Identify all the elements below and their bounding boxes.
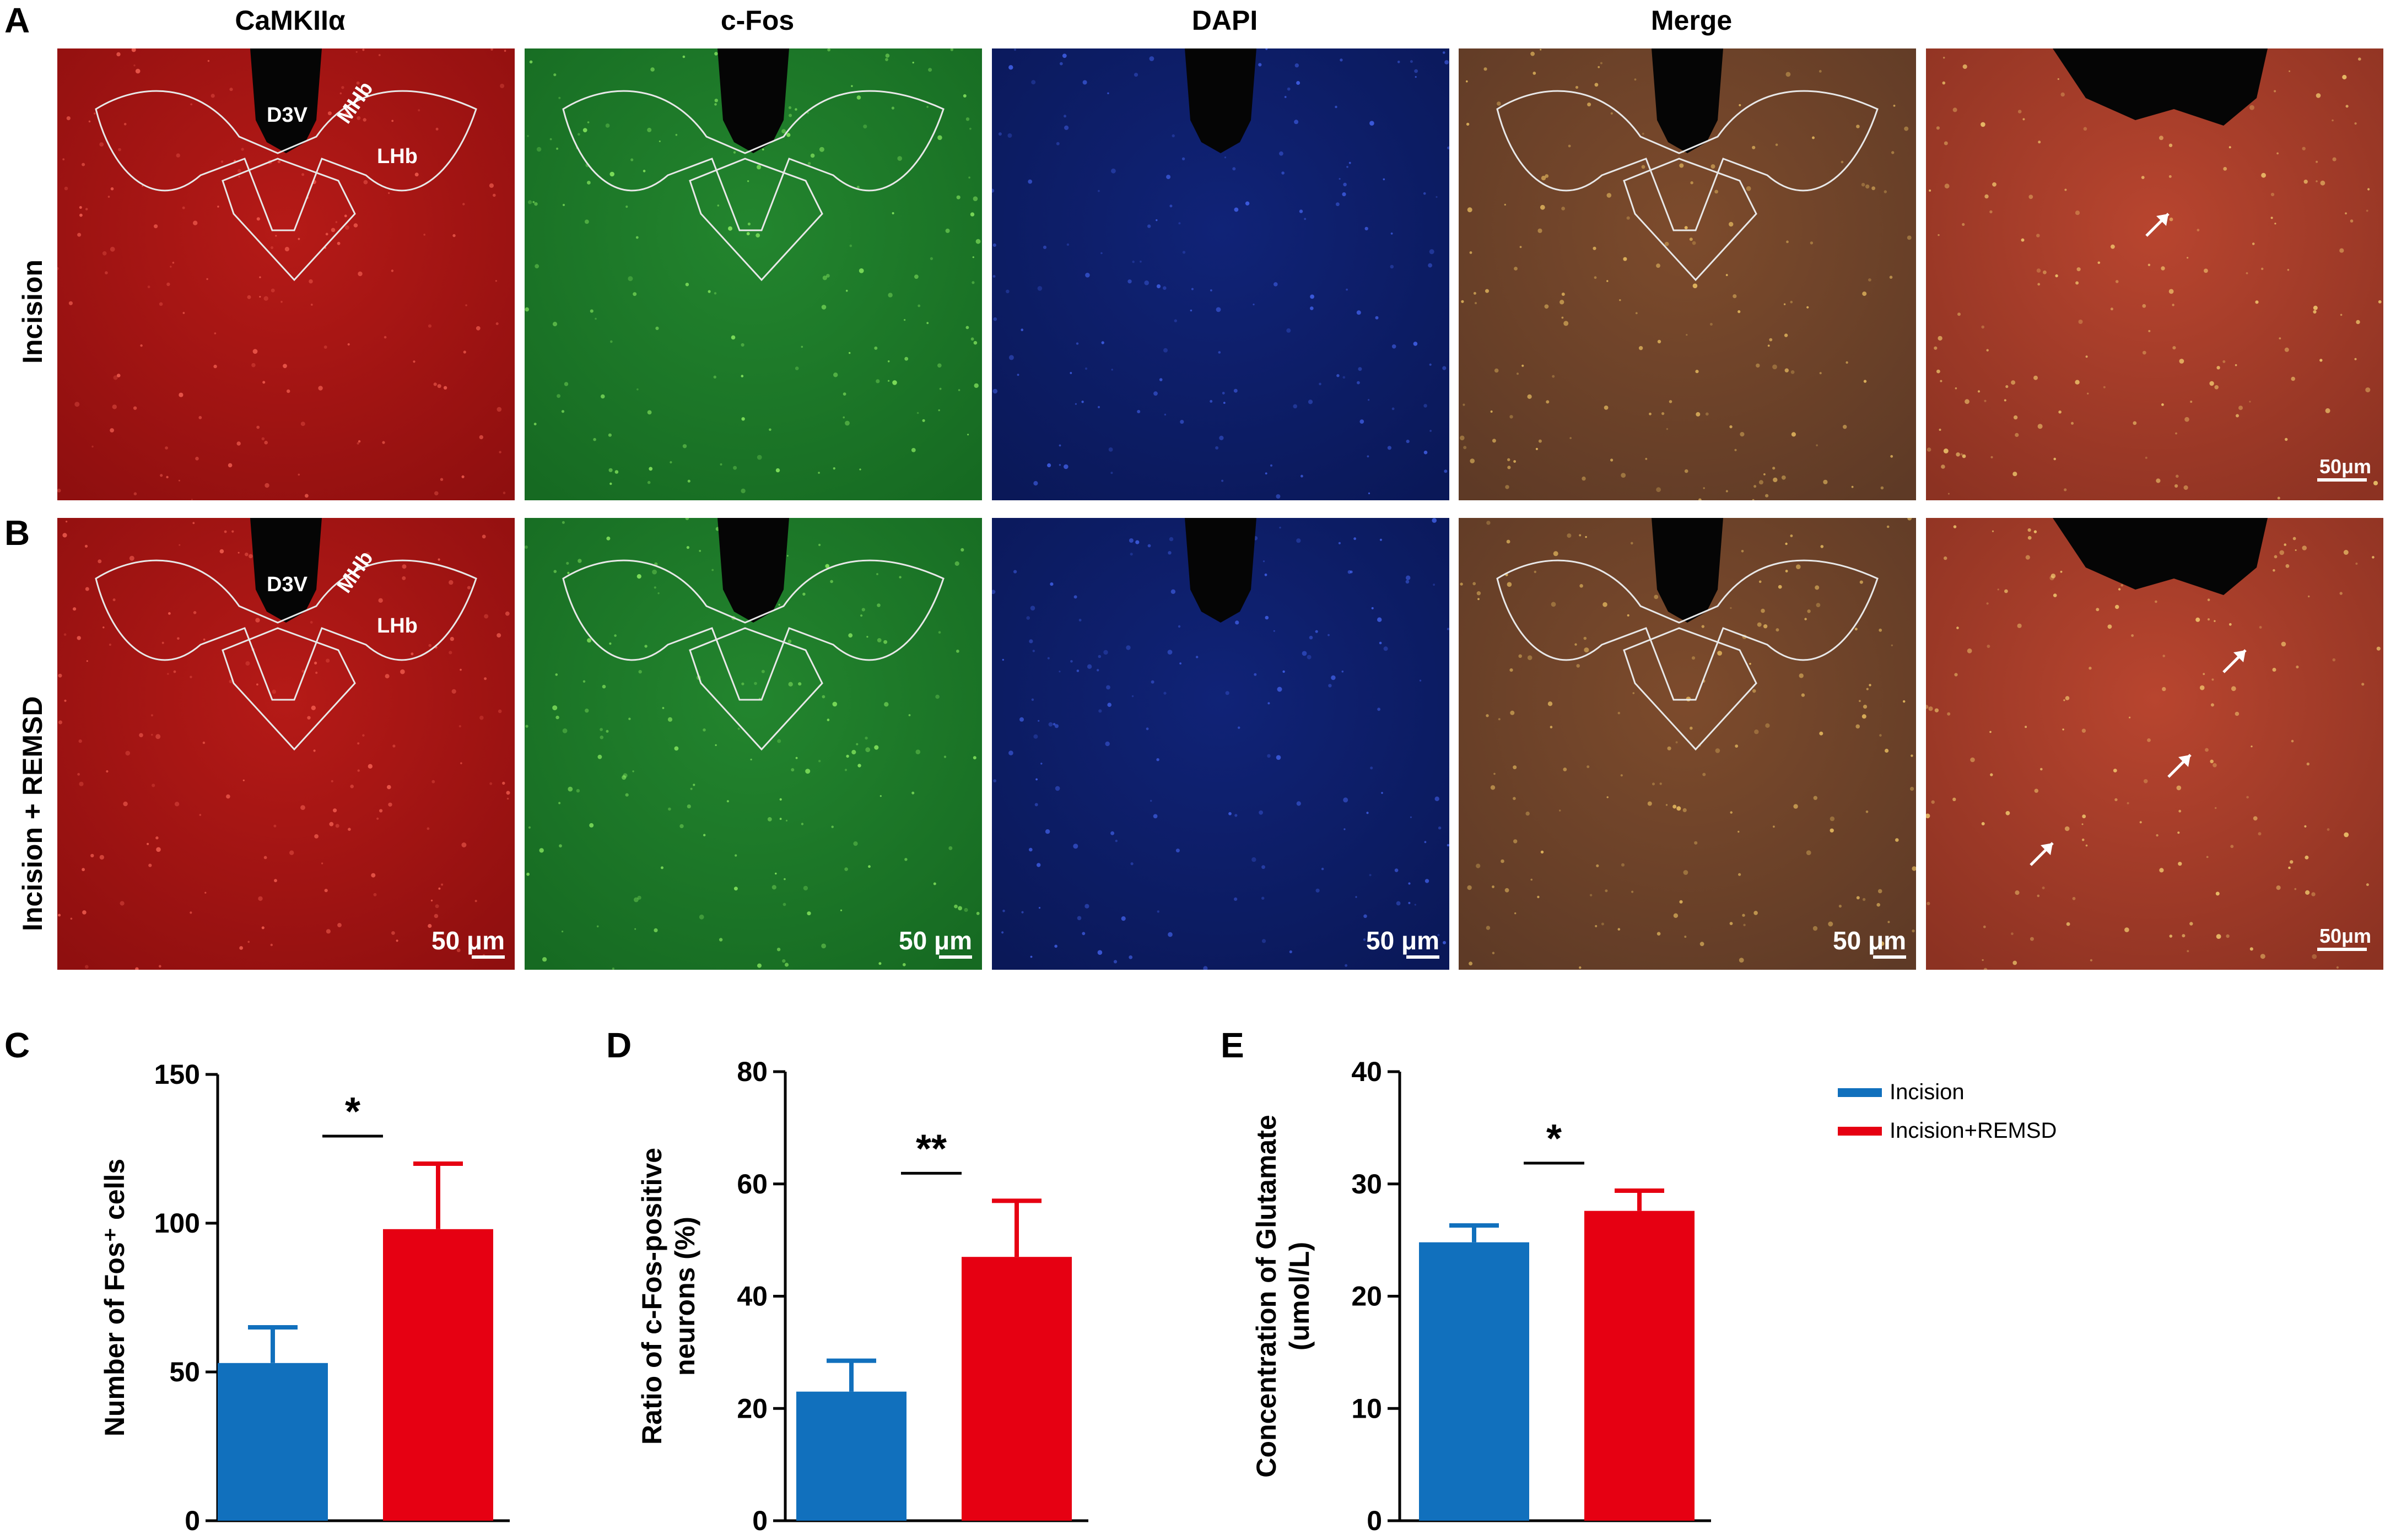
bar-chart-c: 0 50 100 150 * Number of Fos⁺ cells (0, 1036, 606, 1540)
y-axis-label-line: (umol/L) (1284, 1242, 1315, 1350)
bar-incision-remsd (962, 1257, 1072, 1521)
bar-incision (218, 1363, 328, 1521)
bar-incision (1419, 1242, 1529, 1521)
micrograph-dapi-row1 (992, 48, 1449, 500)
scale-bar: 50μm (2317, 925, 2373, 951)
arrow-marker (2167, 754, 2192, 778)
significance-label: ** (916, 1127, 947, 1171)
y-tick-label: 80 (737, 1056, 768, 1087)
col-header-merge: Merge (1650, 5, 1733, 36)
y-axis-label: Number of Fos⁺ cells (99, 1159, 130, 1436)
scale-bar-label: 50 μm (1833, 926, 1906, 955)
arrow-marker (2222, 649, 2247, 673)
micrograph-dapi-row2: 50 μm (992, 518, 1449, 970)
micrograph-zoom-row1: 50μm (1926, 48, 2383, 500)
legend-swatch-incision (1838, 1088, 1882, 1097)
bar-incision (796, 1391, 906, 1521)
legend-label-incision: Incision (1890, 1080, 1965, 1104)
panel-letter-e: E (1221, 1025, 1244, 1065)
micrograph-zoom-row2: 50μm (1926, 518, 2383, 970)
row-label-incision: Incision (17, 260, 48, 364)
scale-bar: 50 μm (1366, 926, 1439, 959)
panel-letter-c: C (4, 1025, 30, 1065)
micrograph-cfos-row1 (525, 48, 982, 500)
arrow-marker (2030, 842, 2054, 866)
significance-label: * (1546, 1117, 1562, 1161)
col-header-cfos: c-Fos (720, 5, 795, 36)
scale-bar: 50 μm (1833, 926, 1906, 959)
scale-bar-label: 50 μm (431, 926, 505, 955)
col-header-camkii: CaMKIIα (235, 5, 346, 36)
legend-item-incision: Incision (1838, 1080, 1965, 1105)
y-tick-label: 60 (737, 1169, 768, 1199)
y-tick-label: 40 (737, 1281, 768, 1312)
bar-incision-remsd (383, 1229, 493, 1521)
y-axis-label-line: Concentration of Glutamate (1251, 1115, 1282, 1477)
micrograph-camkii-row1: D3V MHb LHb (57, 48, 515, 500)
micrograph-merge-row2: 50 μm (1459, 518, 1916, 970)
region-label-d3v: D3V (267, 573, 307, 596)
bar-chart-e: 0 10 20 30 40 * Concentration of Glutamate (umo… (1221, 1036, 1838, 1540)
scale-bar: 50 μm (899, 926, 972, 959)
scale-bar-label: 50 μm (1366, 926, 1439, 955)
y-tick-label: 0 (1367, 1505, 1382, 1536)
y-tick-label: 10 (1351, 1393, 1382, 1424)
bar-chart-d: 0 20 40 60 80 ** Ratio of c-Fos-positive neuron… (606, 1036, 1223, 1540)
significance-label: * (345, 1090, 360, 1134)
scale-bar-line (2317, 478, 2367, 482)
y-axis-label-line: neurons (%) (670, 1217, 700, 1376)
region-label-lhb: LHb (377, 145, 418, 168)
y-tick-label: 0 (185, 1505, 200, 1536)
micrograph-cfos-row2: 50 μm (525, 518, 982, 970)
scale-bar-line (1873, 955, 1906, 959)
scale-bar-line (2317, 948, 2367, 951)
scale-bar-label: 50μm (2319, 925, 2372, 947)
legend-label-remsd: Incision+REMSD (1890, 1118, 2057, 1143)
y-tick-label: 40 (1351, 1056, 1382, 1087)
y-tick-label: 30 (1351, 1169, 1382, 1199)
col-header-dapi: DAPI (1191, 5, 1258, 36)
y-tick-label: 150 (154, 1059, 200, 1090)
row-label-incision-remsd: Incision + REMSD (17, 696, 48, 931)
panel-letter-b: B (4, 513, 30, 553)
panel-letter-a: A (4, 1, 30, 40)
scale-bar-label: 50 μm (899, 926, 972, 955)
bar-incision-remsd (1584, 1211, 1695, 1521)
region-label-lhb: LHb (377, 614, 418, 637)
scale-bar-line (939, 955, 972, 959)
micrograph-camkii-row2: D3V MHb LHb 50 μm (57, 518, 515, 970)
y-tick-label: 20 (737, 1393, 768, 1424)
y-axis-label-line: Ratio of c-Fos-positive (636, 1148, 667, 1445)
micrograph-merge-row1 (1459, 48, 1916, 500)
scale-bar: 50 μm (431, 926, 505, 959)
scale-bar-line (472, 955, 505, 959)
y-tick-label: 0 (752, 1505, 768, 1536)
y-tick-label: 50 (169, 1357, 200, 1387)
y-tick-label: 100 (154, 1208, 200, 1239)
scale-bar: 50μm (2317, 455, 2373, 482)
legend-item-remsd: Incision+REMSD (1838, 1118, 2057, 1143)
panel-letter-d: D (606, 1025, 632, 1065)
y-tick-label: 20 (1351, 1281, 1382, 1312)
region-label-d3v: D3V (267, 104, 307, 127)
legend-swatch-remsd (1838, 1126, 1882, 1136)
scale-bar-line (1406, 955, 1439, 959)
scale-bar-label: 50μm (2319, 455, 2372, 478)
arrow-marker (2145, 213, 2170, 237)
